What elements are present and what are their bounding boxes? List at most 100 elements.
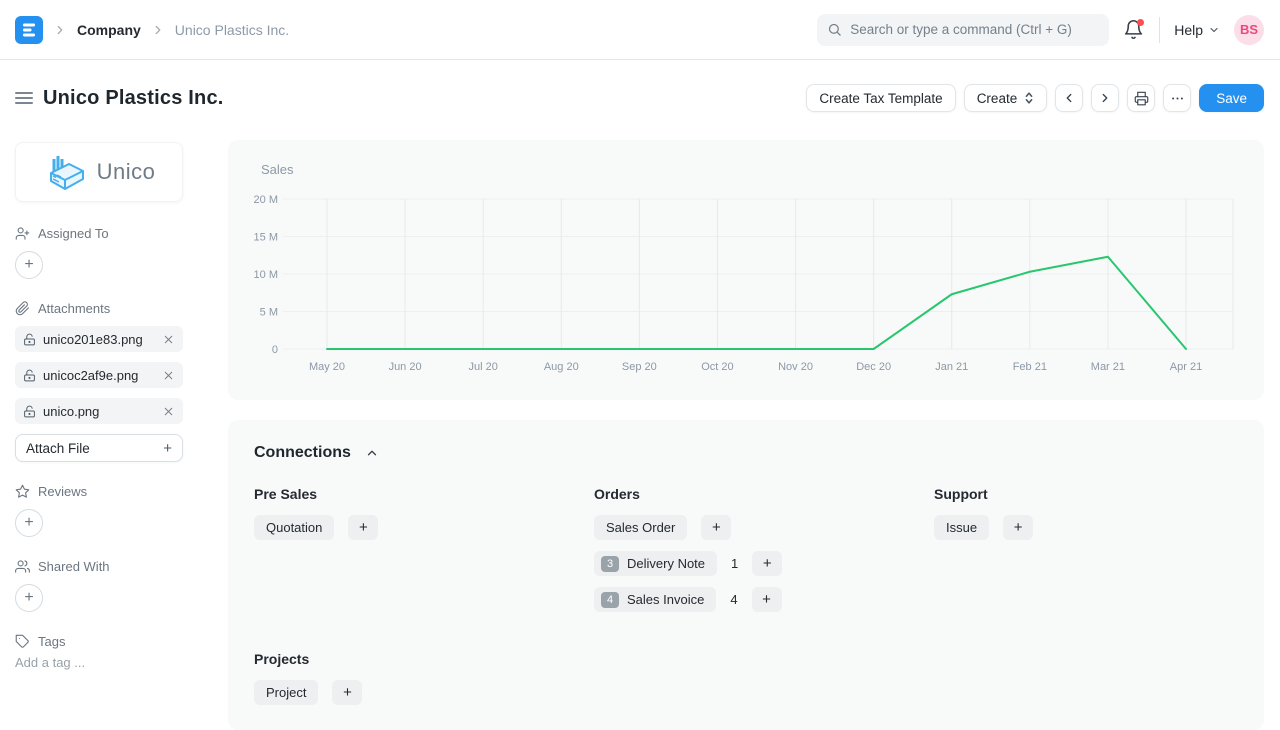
main-content: Sales 20 M 15 M 10 M 5 M 0 May 20 Jun 20 Jul 20 A…: [228, 140, 1264, 730]
next-document-button[interactable]: [1091, 84, 1120, 112]
attach-file-button[interactable]: Attach File +: [15, 434, 183, 462]
print-button[interactable]: [1127, 84, 1156, 112]
breadcrumb-company[interactable]: Company: [77, 21, 141, 38]
connections-card: Connections Pre Sales Quotation + Orders Sal…: [228, 420, 1264, 730]
prev-document-button[interactable]: [1055, 84, 1084, 112]
unlock-icon: [24, 369, 35, 381]
x-axis-label: Aug 20: [544, 361, 579, 373]
chevron-right-icon: [1102, 93, 1108, 103]
remove-attachment-icon[interactable]: [162, 405, 175, 418]
plus-icon: +: [163, 439, 172, 457]
paperclip-icon: [15, 301, 29, 316]
attachment-pill[interactable]: unicoc2af9e.png: [15, 362, 183, 388]
attachment-pill[interactable]: unico201e83.png: [15, 326, 183, 352]
x-axis-label: Feb 21: [1013, 361, 1047, 373]
add-document-button[interactable]: +: [701, 515, 732, 540]
unread-notification-dot: [1137, 18, 1145, 26]
connection-group: Orders Sales Order +3 Delivery Note 1 +4 Sales…: [594, 486, 934, 623]
navbar-divider: [1159, 16, 1161, 43]
global-search[interactable]: [817, 13, 1110, 46]
y-axis-label: 10 M: [254, 269, 278, 281]
connection-group: Support Issue +: [934, 486, 1274, 623]
add-document-button[interactable]: +: [751, 587, 782, 612]
shared-with-label: Shared With: [38, 559, 110, 574]
add-document-button[interactable]: +: [332, 680, 363, 705]
document-link-label: Sales Invoice: [627, 592, 705, 607]
add-review-button[interactable]: +: [15, 509, 43, 537]
x-axis-label: Jan 21: [935, 361, 968, 373]
add-document-button[interactable]: +: [1003, 515, 1034, 540]
menu-button[interactable]: [1163, 84, 1192, 112]
add-document-button[interactable]: +: [348, 515, 379, 540]
factory-icon: [49, 156, 84, 190]
connection-group: Pre Sales Quotation +: [254, 486, 594, 623]
document-link-button[interactable]: Sales Order: [594, 515, 688, 540]
add-share-button[interactable]: +: [15, 584, 43, 612]
attachment-name: unico.png: [43, 403, 100, 419]
unlock-icon: [24, 333, 35, 345]
erpnext-logo[interactable]: [15, 15, 43, 44]
chevron-up-icon: [367, 450, 377, 456]
create-button[interactable]: Create: [963, 84, 1048, 112]
navbar: Company Unico Plastics Inc. Help BS: [0, 0, 1280, 60]
document-link-label: Project: [266, 685, 307, 700]
document-link-label: Issue: [946, 520, 978, 535]
document-link-label: Sales Order: [606, 520, 676, 535]
form-sidebar: Unico Assigned To + Attachments unico201…: [15, 142, 183, 670]
document-link-button[interactable]: Project: [254, 680, 319, 705]
sales-chart: Sales 20 M 15 M 10 M 5 M 0 May 20 Jun 20 Jul 20 A…: [254, 162, 1234, 373]
x-axis-label: Sep 20: [622, 361, 657, 373]
remove-attachment-icon[interactable]: [162, 333, 175, 346]
open-count-badge: 3: [601, 555, 619, 572]
user-avatar[interactable]: BS: [1234, 14, 1264, 45]
attachment-pill[interactable]: unico.png: [15, 398, 183, 424]
document-link-button[interactable]: 4 Sales Invoice: [594, 587, 717, 612]
add-assignment-button[interactable]: +: [15, 251, 43, 279]
add-tag-input[interactable]: Add a tag ...: [15, 655, 86, 670]
printer-icon: [1134, 91, 1149, 105]
shared-with-section: Shared With: [15, 559, 183, 574]
notifications-bell-icon[interactable]: [1123, 18, 1145, 41]
x-axis-label: May 20: [309, 361, 345, 373]
open-count-badge: 4: [601, 591, 619, 608]
unlock-icon: [24, 405, 35, 417]
sidebar-toggle-icon[interactable]: [15, 88, 33, 108]
remove-attachment-icon[interactable]: [162, 369, 175, 382]
x-axis-label: Jun 20: [389, 361, 422, 373]
page-header: Unico Plastics Inc. Create Tax Template …: [15, 84, 1264, 112]
x-axis-label: Apr 21: [1170, 361, 1202, 373]
x-axis-label: Nov 20: [778, 361, 813, 373]
star-icon: [15, 484, 30, 498]
document-link-button[interactable]: Issue: [934, 515, 990, 540]
create-tax-template-button[interactable]: Create Tax Template: [806, 84, 956, 112]
x-axis-label: Dec 20: [856, 361, 891, 373]
x-axis-label: Oct 20: [701, 361, 733, 373]
tag-icon: [15, 634, 29, 648]
x-axis-label: Mar 21: [1091, 361, 1125, 373]
document-link-button[interactable]: Quotation: [254, 515, 335, 540]
y-axis-label: 15 M: [254, 232, 278, 244]
y-axis-label: 20 M: [254, 194, 278, 206]
breadcrumb-current-page: Unico Plastics Inc.: [174, 21, 290, 38]
save-button[interactable]: Save: [1199, 84, 1264, 112]
ellipsis-icon: [1171, 97, 1183, 99]
document-link-row: Quotation +: [254, 515, 594, 540]
page-title: Unico Plastics Inc.: [43, 86, 224, 109]
document-link-row: Issue +: [934, 515, 1274, 540]
help-label: Help: [1174, 21, 1203, 38]
connection-group: Projects Project +: [254, 651, 594, 716]
search-input[interactable]: [850, 22, 1100, 37]
help-menu[interactable]: Help: [1174, 22, 1220, 38]
attachments-label: Attachments: [38, 301, 111, 316]
document-link-label: Delivery Note: [627, 556, 706, 571]
x-axis-label: Jul 20: [469, 361, 498, 373]
document-link-label: Quotation: [266, 520, 323, 535]
add-document-button[interactable]: +: [752, 551, 783, 576]
connections-grid: Pre Sales Quotation + Orders Sales Order +3 De…: [254, 486, 1238, 716]
attachment-name: unicoc2af9e.png: [43, 367, 139, 383]
attachment-name: unico201e83.png: [43, 331, 143, 347]
connections-header[interactable]: Connections: [254, 444, 1238, 462]
document-link-button[interactable]: 3 Delivery Note: [594, 551, 718, 576]
unlock-icon: [23, 369, 36, 382]
company-logo-text: Unico: [96, 159, 156, 184]
